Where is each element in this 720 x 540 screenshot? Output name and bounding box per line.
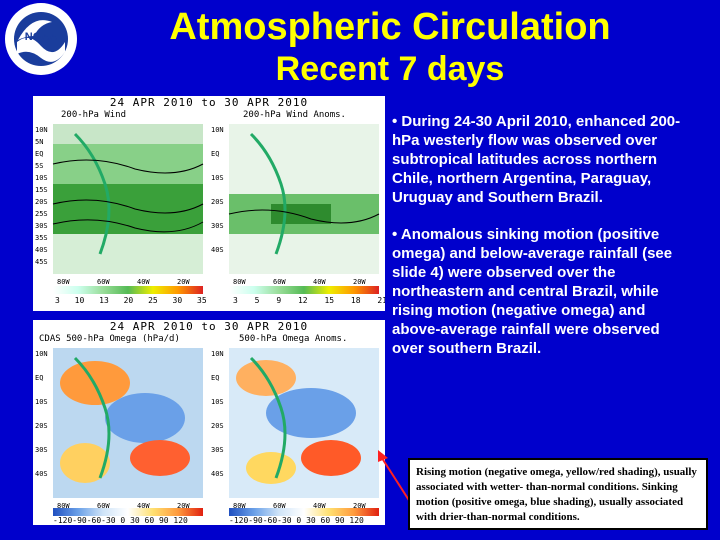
- svg-text:20W: 20W: [177, 278, 190, 286]
- omega-right-label: 500-hPa Omega Anoms.: [239, 334, 348, 344]
- svg-text:25S: 25S: [35, 210, 48, 218]
- omega-map-right: 10N EQ 10S 20S 30S 40S 80W 60W 40W 20W: [211, 348, 379, 510]
- svg-text:10S: 10S: [35, 174, 48, 182]
- svg-text:40W: 40W: [313, 502, 326, 510]
- omega-colorbar-left-ticks: -120-90-60-30 0 30 60 90 120: [53, 516, 188, 525]
- svg-text:35S: 35S: [35, 234, 48, 242]
- svg-text:10S: 10S: [211, 398, 224, 406]
- svg-text:20S: 20S: [35, 422, 48, 430]
- svg-text:10N: 10N: [35, 126, 48, 134]
- svg-text:40S: 40S: [35, 470, 48, 478]
- omega-colorbar-left: [53, 508, 203, 516]
- wind-colorbar-right-ticks: 3 5 9 12 15 18 21: [233, 296, 385, 305]
- svg-text:30S: 30S: [211, 222, 224, 230]
- svg-text:40W: 40W: [313, 278, 326, 286]
- bullet-2: • Anomalous sinking motion (positive ome…: [392, 226, 673, 357]
- svg-text:60W: 60W: [273, 278, 286, 286]
- omega-map-left: 10N EQ 10S 20S 30S 40S 80W 60W 40W 20W: [35, 348, 203, 510]
- omega-panel-title: 24 APR 2010 to 30 APR 2010: [109, 320, 309, 333]
- svg-text:60W: 60W: [97, 502, 110, 510]
- svg-text:20W: 20W: [353, 278, 366, 286]
- svg-text:20S: 20S: [211, 422, 224, 430]
- bullet-1: • During 24-30 April 2010, enhanced 200-…: [392, 113, 681, 206]
- svg-text:5S: 5S: [35, 162, 43, 170]
- svg-text:10N: 10N: [211, 126, 224, 134]
- noaa-logo: NOAA: [5, 3, 77, 75]
- omega-left-label: CDAS 500-hPa Omega (hPa/d): [39, 334, 180, 344]
- omega-map-panel: 24 APR 2010 to 30 APR 2010 CDAS 500-hPa …: [33, 320, 385, 525]
- svg-text:10S: 10S: [35, 398, 48, 406]
- svg-text:40S: 40S: [211, 470, 224, 478]
- svg-text:10N: 10N: [35, 350, 48, 358]
- svg-text:EQ: EQ: [211, 374, 219, 382]
- svg-text:EQ: EQ: [35, 374, 43, 382]
- svg-text:45S: 45S: [35, 258, 48, 266]
- bullet-text: • During 24-30 April 2010, enhanced 200-…: [392, 112, 687, 376]
- svg-text:80W: 80W: [233, 502, 246, 510]
- slide-title: Atmospheric Circulation: [169, 6, 611, 48]
- svg-text:30S: 30S: [35, 222, 48, 230]
- wind-colorbar-left: [53, 286, 203, 294]
- omega-caption: Rising motion (negative omega, yellow/re…: [408, 458, 708, 530]
- svg-text:60W: 60W: [273, 502, 286, 510]
- arrow-icon: [378, 450, 413, 506]
- wind-map-left: 10N 5N EQ 5S 10S 15S 20S 25S 30S 35S 40S 45S 8…: [35, 124, 204, 286]
- svg-text:5N: 5N: [35, 138, 43, 146]
- svg-text:80W: 80W: [57, 502, 70, 510]
- svg-text:EQ: EQ: [35, 150, 43, 158]
- noaa-logo-text: NOAA: [25, 31, 57, 43]
- wind-map-right: 10N EQ 10S 20S 30S 40S 80W 60W 40W 20W: [211, 124, 380, 286]
- wind-panel-title: 24 APR 2010 to 30 APR 2010: [109, 96, 309, 109]
- svg-text:20W: 20W: [353, 502, 366, 510]
- omega-colorbar-right: [229, 508, 379, 516]
- wind-left-label: 200-hPa Wind: [61, 110, 127, 120]
- wind-map-panel: 24 APR 2010 to 30 APR 2010 200-hPa Wind …: [33, 96, 385, 311]
- svg-text:EQ: EQ: [211, 150, 219, 158]
- svg-text:10S: 10S: [211, 174, 224, 182]
- svg-text:10N: 10N: [211, 350, 224, 358]
- svg-text:40S: 40S: [35, 246, 48, 254]
- wind-colorbar-left-ticks: 3 10 13 20 25 30 35: [55, 296, 207, 305]
- svg-text:40S: 40S: [211, 246, 224, 254]
- svg-text:40W: 40W: [137, 278, 150, 286]
- omega-colorbar-right-ticks: -120-90-60-30 0 30 60 90 120: [229, 516, 364, 525]
- slide-subtitle: Recent 7 days: [275, 50, 505, 88]
- svg-text:80W: 80W: [233, 278, 246, 286]
- svg-text:15S: 15S: [35, 186, 48, 194]
- svg-text:20S: 20S: [35, 198, 48, 206]
- svg-text:30S: 30S: [35, 446, 48, 454]
- svg-text:80W: 80W: [57, 278, 70, 286]
- svg-text:20S: 20S: [211, 198, 224, 206]
- wind-right-label: 200-hPa Wind Anoms.: [243, 110, 346, 120]
- svg-text:30S: 30S: [211, 446, 224, 454]
- svg-text:20W: 20W: [177, 502, 190, 510]
- svg-text:40W: 40W: [137, 502, 150, 510]
- svg-text:60W: 60W: [97, 278, 110, 286]
- wind-colorbar-right: [229, 286, 379, 294]
